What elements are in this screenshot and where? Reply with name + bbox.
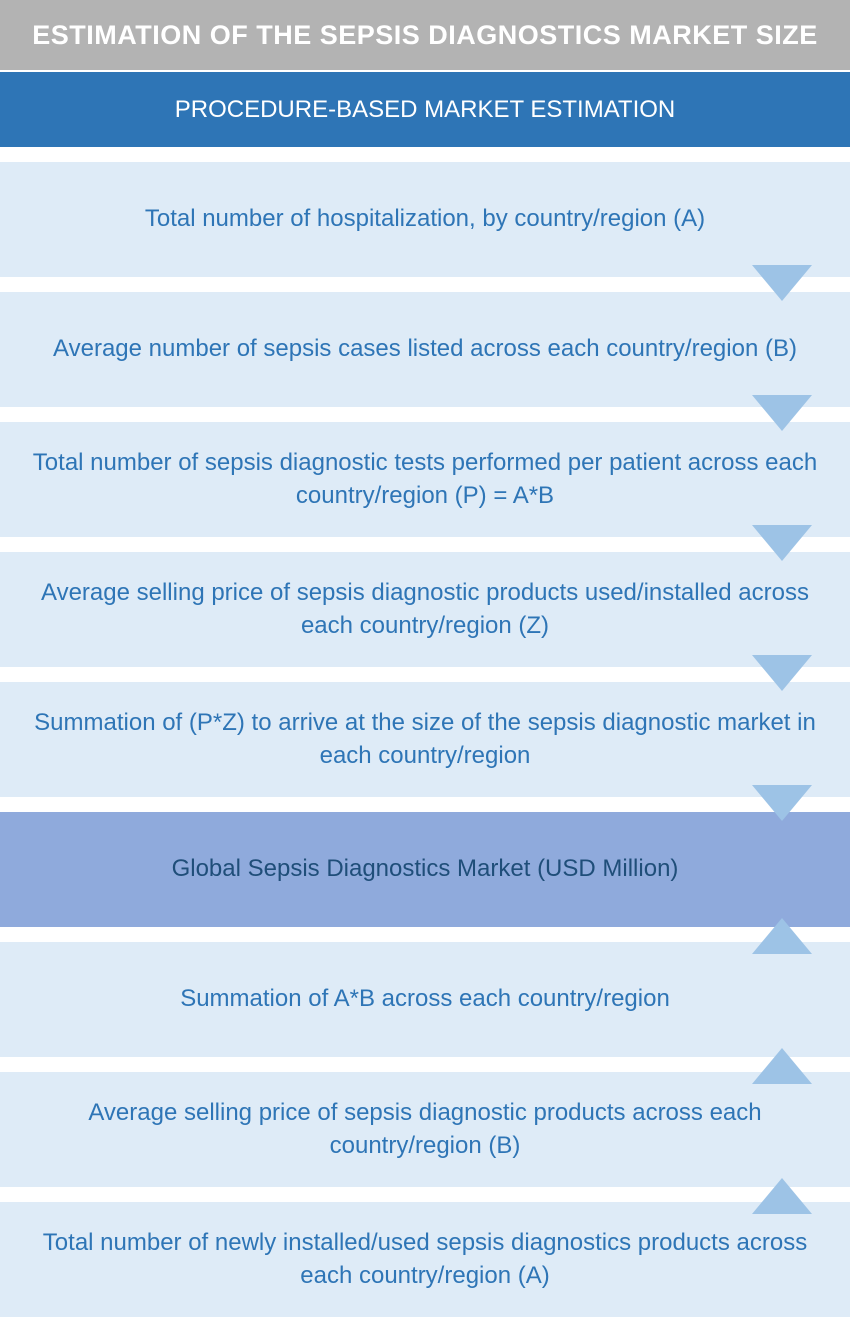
flow-gap (0, 1187, 850, 1202)
flow-step-bottom-2: Average selling price of sepsis diagnost… (0, 1072, 850, 1187)
flow-gap (0, 407, 850, 422)
gap (0, 70, 850, 72)
flow-gap (0, 537, 850, 552)
arrow-down-icon (752, 525, 812, 561)
arrow-down-icon (752, 785, 812, 821)
flow-gap (0, 797, 850, 812)
flow-gap (0, 277, 850, 292)
flow-step-top-4: Average selling price of sepsis diagnost… (0, 552, 850, 667)
arrow-up-icon (752, 918, 812, 954)
flow-step-top-5: Summation of (P*Z) to arrive at the size… (0, 682, 850, 797)
flow-gap (0, 927, 850, 942)
flow-gap (0, 1057, 850, 1072)
arrow-down-icon (752, 655, 812, 691)
flow-gap (0, 667, 850, 682)
flow-step-top-1: Total number of hospitalization, by coun… (0, 162, 850, 277)
diagram-container: ESTIMATION OF THE SEPSIS DIAGNOSTICS MAR… (0, 0, 850, 1317)
arrow-up-icon (752, 1048, 812, 1084)
arrow-down-icon (752, 395, 812, 431)
flow-highlight: Global Sepsis Diagnostics Market (USD Mi… (0, 812, 850, 927)
flow-step-bottom-3: Total number of newly installed/used sep… (0, 1202, 850, 1317)
arrow-up-icon (752, 1178, 812, 1214)
sub-header: PROCEDURE-BASED MARKET ESTIMATION (0, 72, 850, 147)
flow-step-top-2: Average number of sepsis cases listed ac… (0, 292, 850, 407)
main-title: ESTIMATION OF THE SEPSIS DIAGNOSTICS MAR… (0, 0, 850, 70)
flow-step-bottom-1: Summation of A*B across each country/reg… (0, 942, 850, 1057)
arrow-down-icon (752, 265, 812, 301)
flow-step-top-3: Total number of sepsis diagnostic tests … (0, 422, 850, 537)
gap (0, 147, 850, 162)
